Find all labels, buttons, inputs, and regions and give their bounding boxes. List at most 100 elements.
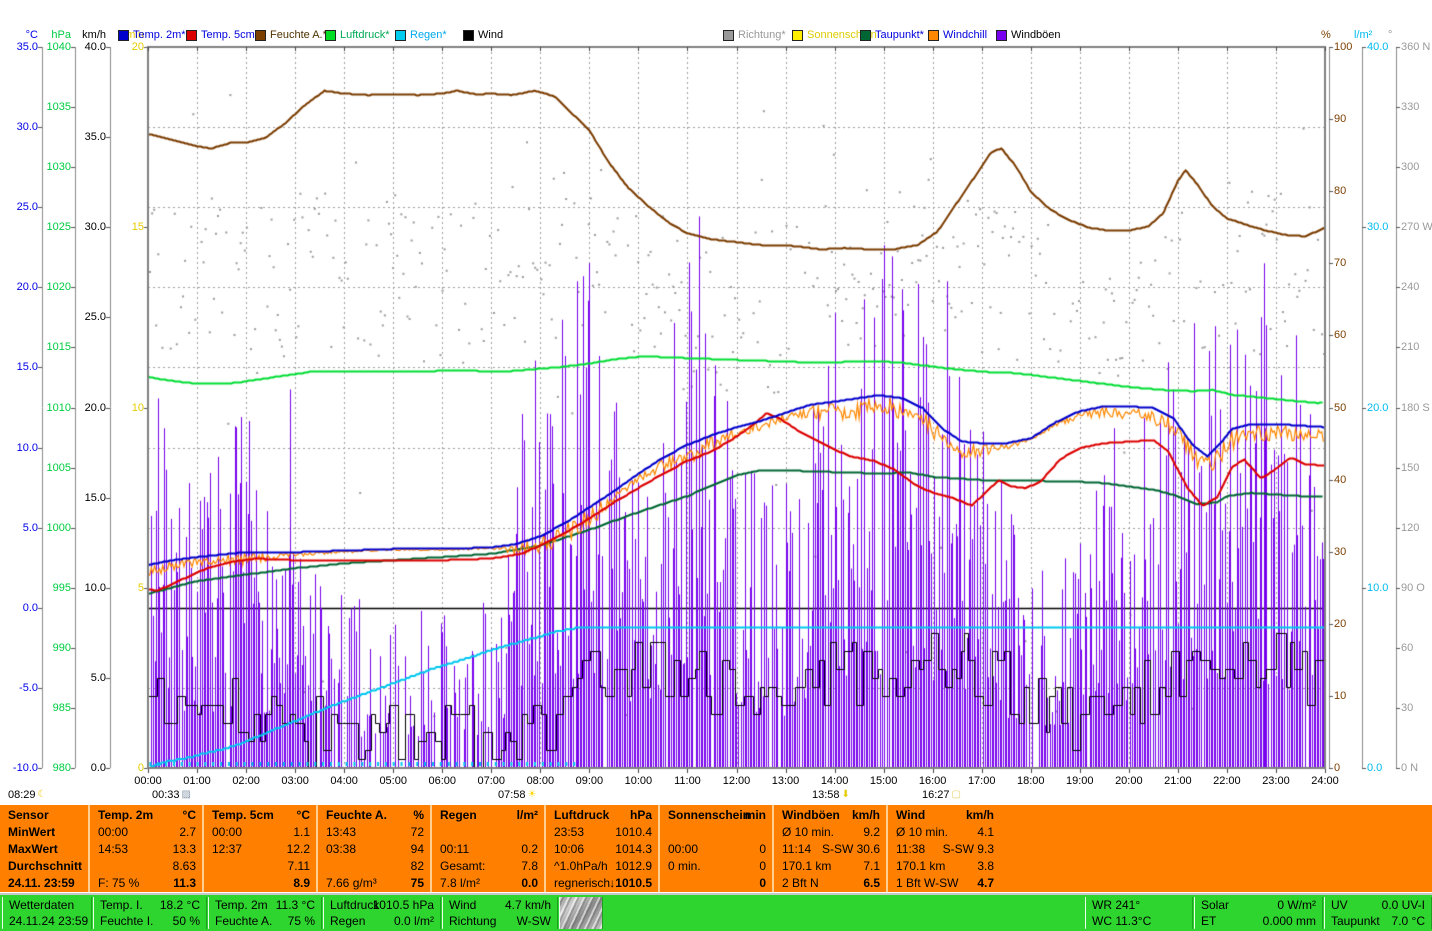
dither-square-icon: ▨ — [182, 790, 191, 800]
table-cell-row: 14:5313.3 — [90, 841, 202, 858]
table-group-header: Temp. 2m°C — [90, 807, 202, 824]
table-group-feuchte-a-: Feuchte A.%13:437203:3894827.66 g/m³75 — [316, 805, 430, 892]
table-cell-row: 1 Bft W-SW4.7 — [888, 875, 1000, 892]
table-cell-row: 8.63 — [90, 858, 202, 875]
y-tick-°: 300 — [1401, 161, 1432, 173]
cell-label: 170.1 km — [896, 858, 945, 875]
table-group-windb-en: Windböenkm/hØ 10 min.9.211:14S-SW 30.617… — [772, 805, 886, 892]
cell-value: 82 — [411, 858, 424, 875]
table-cell-row: 11:14 S-SW 30.6 — [774, 841, 886, 858]
legend-label: Feuchte A.* — [270, 29, 327, 41]
table-group-header: Windböenkm/h — [774, 807, 886, 824]
x-tick-label: 15:00 — [860, 775, 908, 787]
event-marker-13-58: 13:58⬇ — [812, 789, 850, 801]
status-block: Temp. 2m11.3 °CFeuchte A.75 % — [208, 897, 322, 929]
x-tick-label: 00:00 — [124, 775, 172, 787]
x-tick-label: 16:00 — [909, 775, 957, 787]
status-bar: Wetterdaten24.11.24 23:59Temp. I.18.2 °C… — [0, 893, 1432, 931]
table-cell-row: 170.1 km 3.8 — [888, 858, 1000, 875]
status-value: 7.0 °C — [1392, 913, 1425, 929]
event-time: 08:29 — [8, 789, 36, 801]
status-line: WC 11.3°C — [1086, 913, 1192, 929]
status-label: Temp. 2m — [215, 897, 268, 913]
y-tick-°: 270 W — [1401, 221, 1432, 233]
temp-2m--color-swatch — [118, 30, 129, 41]
cell-value: 1010.4 — [615, 824, 652, 841]
status-label: Richtung — [449, 913, 496, 929]
table-group-temp-2m: Temp. 2m°C00:002.714:5313.38.63F: 75 %11… — [88, 805, 202, 892]
x-tick-label: 18:00 — [1007, 775, 1055, 787]
cell-label: 11:14 — [782, 841, 811, 858]
cell-value: 0 — [759, 841, 766, 858]
table-cell-row: 7.8 l/m²0.0 — [432, 875, 544, 892]
legend-label: Regen* — [410, 29, 447, 41]
status-value: 50 % — [173, 913, 200, 929]
table-cell-row: 00:110.2 — [432, 841, 544, 858]
status-label: Wind — [449, 897, 476, 913]
y-tick-hPa: 990 — [27, 642, 71, 654]
legend-item-temp-5cm-: Temp. 5cm* — [186, 29, 259, 41]
y-tick-°: 120 — [1401, 522, 1432, 534]
cell-value: 8.63 — [173, 858, 196, 875]
status-line: Wind4.7 km/h — [443, 897, 557, 913]
x-tick-label: 19:00 — [1056, 775, 1104, 787]
x-tick-label: 10:00 — [614, 775, 662, 787]
status-block: Wind4.7 km/hRichtungW-SW — [442, 897, 558, 929]
status-value: 0 W/m² — [1277, 897, 1316, 913]
x-tick-label: 09:00 — [565, 775, 613, 787]
row-header-label: MinWert — [8, 824, 55, 841]
y-tick-%: 10 — [1334, 690, 1380, 702]
status-line: ET0.000 mm — [1195, 913, 1322, 929]
sensor-unit: °C — [297, 807, 310, 824]
weather-chart-app: Sonntag, 24.11.2024 Wetterstation Nieder… — [0, 0, 1432, 931]
status-line: Solar0 W/m² — [1195, 897, 1322, 913]
sensor-name: Temp. 5cm — [212, 807, 274, 824]
status-label: Taupunkt — [1331, 913, 1380, 929]
y-tick-hPa: 1030 — [27, 161, 71, 173]
x-tick-label: 14:00 — [811, 775, 859, 787]
status-block: WR 241°WC 11.3°C — [1085, 897, 1193, 929]
y-tick-%: 60 — [1334, 329, 1380, 341]
windb-en-color-swatch — [996, 30, 1007, 41]
axis-header-°: ° — [1388, 29, 1432, 41]
cell-value: 12.2 — [287, 841, 310, 858]
event-marker-00-33: 00:33▨ — [152, 789, 191, 801]
cell-label: 03:38 — [326, 841, 356, 858]
cell-value: 3.8 — [977, 858, 994, 875]
table-group-header: Temp. 5cm °C — [204, 807, 316, 824]
legend-label: Windböen — [1011, 29, 1061, 41]
cell-value: 72 — [411, 824, 424, 841]
y-tick-°C: 15.0 — [0, 361, 38, 373]
status-line: Regen0.0 l/m² — [324, 913, 440, 929]
cell-label: 00:11 — [440, 841, 469, 858]
x-tick-label: 08:00 — [516, 775, 564, 787]
status-block: Luftdruck1010.5 hPaRegen0.0 l/m² — [323, 897, 441, 929]
sensor-name: Temp. 2m — [98, 807, 153, 824]
legend-item-regen-: Regen* — [395, 29, 447, 41]
status-label: UV — [1331, 897, 1348, 913]
cell-value: 2.7 — [179, 824, 196, 841]
event-marker-16-27: 16:27▢ — [922, 789, 961, 801]
status-line: Luftdruck1010.5 hPa — [324, 897, 440, 913]
legend-label: Windchill — [943, 29, 987, 41]
y-tick-°: 30 — [1401, 702, 1432, 714]
x-tick-label: 12:00 — [713, 775, 761, 787]
sensor-unit: % — [413, 807, 424, 824]
cell-label: 11:38 — [896, 841, 925, 858]
status-value: 18.2 °C — [160, 897, 200, 913]
arrow-down-icon: ⬇ — [842, 790, 850, 800]
regen--color-swatch — [395, 30, 406, 41]
cell-value: S-SW 9.3 — [943, 841, 994, 858]
cell-value: S-SW 30.6 — [822, 841, 880, 858]
cell-label: 00:00 — [98, 824, 128, 841]
y-tick-°C: 10.0 — [0, 442, 38, 454]
table-group-header: Windkm/h — [888, 807, 1000, 824]
table-cell-row — [432, 824, 544, 841]
legend-item-windchill: Windchill — [928, 29, 987, 41]
table-group-sonnenschein: Sonnenscheinmin00:0000 min.00 — [658, 805, 772, 892]
cell-label: regnerisch — [554, 875, 610, 892]
sensor-name: Feuchte A. — [326, 807, 387, 824]
sensor-unit: km/h — [852, 807, 880, 824]
table-row-header: 24.11. 23:59 — [0, 875, 88, 892]
x-tick-label: 11:00 — [663, 775, 711, 787]
